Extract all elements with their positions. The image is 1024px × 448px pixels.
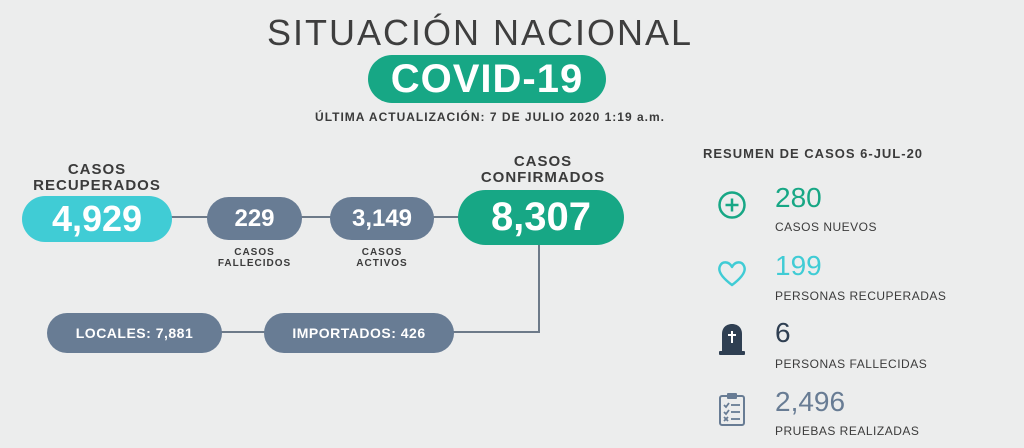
recovered-label: CASOS RECUPERADOS (33, 161, 161, 194)
plus-circle-icon (717, 190, 747, 220)
confirmed-label: CASOS CONFIRMADOS (480, 153, 606, 186)
covid-badge: COVID-19 (368, 55, 606, 103)
new-cases-value: 280 (775, 182, 822, 213)
recovered-today-label: PERSONAS RECUPERADAS (775, 289, 947, 303)
confirmed-value: 8,307 (458, 190, 624, 245)
recovered-value: 4,929 (22, 196, 172, 242)
local-cases-pill: LOCALES: 7,881 (47, 313, 222, 353)
heart-icon (716, 258, 748, 288)
new-cases-label: CASOS NUEVOS (775, 220, 878, 234)
last-updated: ÚLTIMA ACTUALIZACIÓN: 7 DE JULIO 2020 1:… (315, 110, 665, 124)
connector-line (170, 216, 470, 218)
connector-line (538, 244, 540, 332)
recovered-today-value: 199 (775, 250, 822, 281)
page-title: SITUACIÓN NACIONAL (266, 12, 694, 53)
deaths-today-value: 6 (775, 317, 791, 348)
deaths-today-label: PERSONAS FALLECIDAS (775, 357, 928, 371)
clipboard-checklist-icon (718, 392, 746, 426)
deaths-label: CASOS FALLECIDOS (217, 247, 292, 269)
active-value: 3,149 (330, 197, 434, 240)
deaths-value: 229 (207, 197, 302, 240)
tombstone-icon (717, 322, 747, 356)
tests-label: PRUEBAS REALIZADAS (775, 424, 920, 438)
tests-value: 2,496 (775, 386, 846, 417)
imported-cases-pill: IMPORTADOS: 426 (264, 313, 454, 353)
summary-heading: RESUMEN DE CASOS 6-JUL-20 (703, 146, 924, 161)
active-label: CASOS ACTIVOS (356, 247, 408, 269)
